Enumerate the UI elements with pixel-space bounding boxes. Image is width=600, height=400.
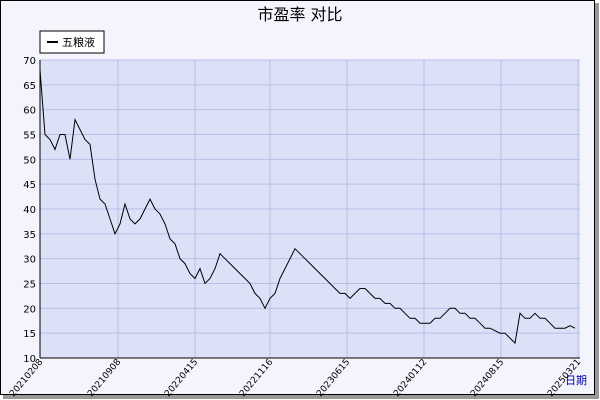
shadow [595,3,599,399]
y-tick-label: 40 [23,205,36,216]
legend [39,30,105,54]
chart-title: 市盈率 对比 [257,5,342,24]
y-tick-label: 35 [23,230,36,241]
y-tick-label: 50 [23,155,36,166]
y-tick-label: 70 [23,56,36,67]
y-tick-label: 30 [23,255,36,266]
y-tick-label: 65 [23,81,36,92]
y-tick-label: 45 [23,180,36,191]
y-tick-label: 60 [23,106,36,117]
y-tick-label: 55 [23,131,36,142]
y-tick-label: 10 [23,354,36,365]
shadow [3,395,598,399]
y-tick-label: 20 [23,304,36,315]
line [39,69,576,345]
y-tick-label: 15 [23,329,36,340]
legend-label: 五粮液 [62,35,95,49]
y-tick-label: 25 [23,280,36,291]
x-axis-label: 日期 [565,374,587,387]
